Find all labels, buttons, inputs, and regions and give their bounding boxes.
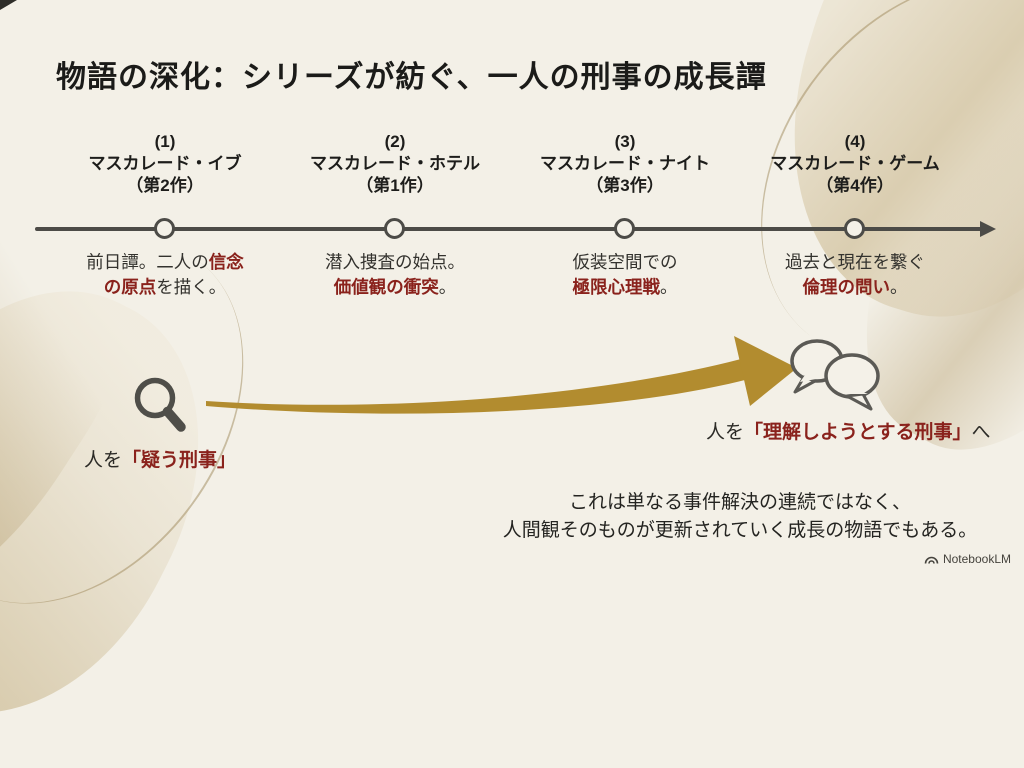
caption-highlight: 「理解しようとする刑事」 (744, 422, 972, 443)
timeline-axis (35, 227, 982, 231)
timeline-desc-3: 仮装空間での 極限心理戦。 (515, 250, 735, 300)
silk-decoration-bottom-left (0, 235, 263, 768)
timeline-node-3 (614, 218, 635, 239)
book-title: マスカレード・イブ (88, 154, 242, 173)
corner-fold-decoration (0, 0, 17, 10)
caption-doubting-detective: 人を「疑う刑事」 (84, 445, 236, 472)
book-order: （第2作） (126, 176, 204, 195)
desc-text: 。 (438, 277, 457, 297)
desc-text: 。 (660, 277, 678, 297)
transformation-arrow-icon (206, 336, 797, 414)
timeline-desc-2: 潜入捜査の始点。 価値観の衝突。 (285, 250, 505, 300)
desc-text: 仮装空間での (572, 252, 678, 272)
caption-text: 人を (84, 450, 123, 471)
desc-text: を描く。 (156, 277, 227, 297)
desc-text: 前日譚。二人の (86, 252, 209, 272)
desc-highlight: の原点 (103, 277, 157, 297)
speech-bubbles-icon (790, 339, 880, 411)
slide-title: 物語の深化：シリーズが紡ぐ、一人の刑事の成長譚 (56, 61, 767, 94)
book-number: (3) (614, 132, 636, 151)
desc-text: 潜入捜査の始点。 (325, 252, 465, 272)
brand-name: NotebookLM (942, 552, 1011, 566)
desc-highlight: 極限心理戦 (572, 277, 661, 297)
book-order: （第3作） (586, 176, 664, 195)
caption-highlight: 「疑う刑事」 (122, 450, 237, 471)
desc-text: 過去と現在を繋ぐ (785, 252, 925, 272)
book-number: (4) (844, 132, 866, 151)
book-order: （第1作） (356, 176, 434, 195)
timeline-label-3: (3) マスカレード・ナイト （第3作） (505, 131, 745, 197)
book-order: （第4作） (816, 176, 894, 195)
caption-understanding-detective: 人を「理解しようとする刑事」へ (706, 417, 990, 444)
timeline-label-4: (4) マスカレード・ゲーム （第4作） (735, 131, 975, 197)
desc-text: 。 (890, 277, 908, 297)
magnifying-glass-icon (134, 377, 186, 432)
timeline-label-2: (2) マスカレード・ホテル （第1作） (275, 131, 515, 197)
book-number: (1) (154, 132, 176, 151)
timeline-desc-4: 過去と現在を繋ぐ 倫理の問い。 (745, 250, 965, 300)
timeline-node-2 (384, 218, 405, 239)
book-title: マスカレード・ホテル (310, 154, 480, 173)
desc-highlight: 価値観の衝突 (333, 277, 439, 297)
desc-highlight: 倫理の問い (802, 277, 891, 297)
book-number: (2) (384, 132, 406, 151)
book-title: マスカレード・ナイト (540, 154, 710, 173)
timeline-label-1: (1) マスカレード・イブ （第2作） (45, 131, 285, 197)
conclusion-line-2: 人間観そのものが更新されていく成長の物語でもある。 (502, 520, 978, 541)
timeline-node-1 (154, 218, 175, 239)
conclusion-text: これは単なる事件解決の連続ではなく、 人間観そのものが更新されていく成長の物語で… (460, 489, 1020, 545)
desc-highlight: 信念 (208, 252, 244, 272)
timeline-node-4 (844, 218, 865, 239)
timeline-arrowhead-icon (980, 221, 996, 237)
notebooklm-logo-icon (924, 556, 939, 564)
caption-text: 人を (706, 422, 745, 443)
timeline-desc-1: 前日譚。二人の信念 の原点を描く。 (55, 250, 275, 300)
book-title: マスカレード・ゲーム (770, 154, 940, 173)
caption-text: へ (971, 422, 991, 443)
conclusion-line-1: これは単なる事件解決の連続ではなく、 (568, 492, 911, 513)
footer-brand: NotebookLM (924, 552, 1011, 566)
